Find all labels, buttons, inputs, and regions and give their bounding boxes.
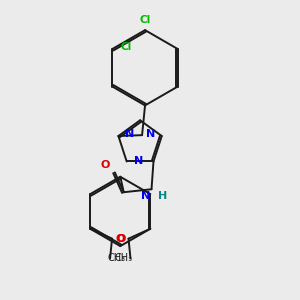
Text: O: O: [116, 234, 125, 244]
Text: O: O: [115, 234, 124, 244]
Text: N: N: [134, 157, 143, 166]
Text: N: N: [141, 191, 151, 201]
Text: N: N: [125, 129, 135, 139]
Text: N: N: [146, 129, 155, 139]
Text: CH₃: CH₃: [115, 253, 133, 262]
Text: O: O: [100, 160, 110, 170]
Text: CH₃: CH₃: [108, 253, 126, 262]
Text: Cl: Cl: [120, 42, 132, 52]
Text: H: H: [158, 191, 168, 201]
Text: Cl: Cl: [140, 15, 151, 25]
